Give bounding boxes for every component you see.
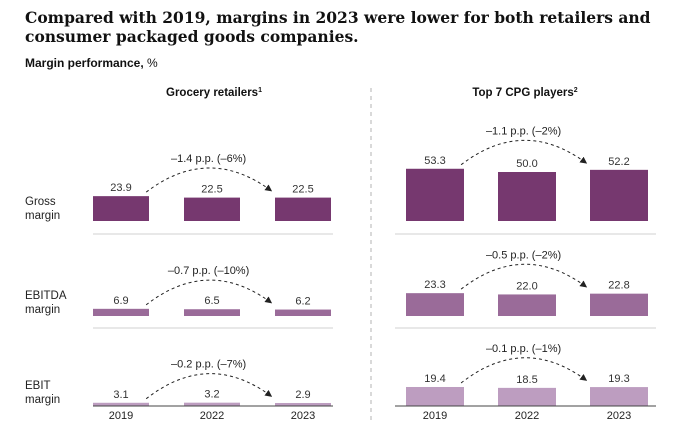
value-label-1-1-2: 22.8 (608, 280, 629, 292)
value-label-0-2-0: 3.1 (113, 389, 128, 401)
row-label-0-0: Gross (25, 196, 56, 208)
bar-1-1-1 (498, 294, 556, 316)
bar-0-2-1 (184, 402, 240, 406)
subtitle-unit: % (147, 56, 158, 70)
subtitle-text: Margin performance, (25, 56, 144, 70)
x-tick-label-0-0: 2019 (109, 410, 133, 422)
row-label-2-1: margin (25, 394, 60, 406)
bar-1-1-2 (590, 293, 648, 316)
bar-0-0-2 (275, 197, 331, 221)
bar-1-2-2 (590, 387, 648, 406)
value-label-1-1-1: 22.0 (516, 280, 537, 292)
value-label-0-0-2: 22.5 (292, 184, 313, 196)
change-label-0-2: –0.2 p.p. (–7%) (171, 359, 246, 371)
change-arrow-0-2 (145, 373, 273, 400)
change-arrow-1-1 (460, 263, 588, 290)
value-label-1-0-1: 50.0 (516, 158, 537, 170)
x-tick-label-1-2: 2023 (607, 410, 631, 422)
bar-1-0-2 (590, 169, 648, 221)
value-label-1-1-0: 23.3 (424, 279, 445, 291)
bar-0-2-0 (93, 402, 149, 406)
x-tick-label-0-2: 2023 (291, 410, 315, 422)
change-label-0-1: –0.7 p.p. (–10%) (168, 265, 249, 277)
x-tick-label-1-1: 2022 (515, 410, 539, 422)
value-label-0-1-1: 6.5 (204, 295, 219, 307)
change-label-1-0: –1.1 p.p. (–2%) (486, 125, 561, 137)
panel-title-1: Top 7 CPG players2 (472, 87, 577, 99)
panel-title-0: Grocery retailers1 (166, 87, 262, 99)
change-label-1-2: –0.1 p.p. (–1%) (486, 343, 561, 355)
value-label-1-0-2: 52.2 (608, 156, 629, 168)
row-label-1-1: margin (25, 304, 60, 316)
value-label-1-2-1: 18.5 (516, 374, 537, 386)
bar-0-0-0 (93, 196, 149, 221)
bar-0-1-2 (275, 309, 331, 316)
bar-1-0-1 (498, 172, 556, 221)
value-label-0-2-2: 2.9 (295, 389, 310, 401)
change-arrow-1-0 (460, 139, 588, 166)
bar-0-0-1 (184, 197, 240, 221)
change-arrow-0-1 (145, 279, 273, 306)
row-label-0-1: margin (25, 210, 60, 222)
chart-subtitle: Margin performance, % (25, 56, 158, 70)
bar-1-0-0 (406, 168, 464, 221)
bar-1-2-0 (406, 386, 464, 406)
value-label-1-0-0: 53.3 (424, 155, 445, 167)
bar-0-1-1 (184, 309, 240, 316)
x-tick-label-1-0: 2019 (423, 410, 447, 422)
value-label-1-2-0: 19.4 (424, 373, 445, 385)
change-arrow-0-0 (145, 167, 273, 193)
row-label-1-0: EBITDA (25, 290, 67, 302)
value-label-0-1-2: 6.2 (295, 296, 310, 308)
value-label-1-2-2: 19.3 (608, 373, 629, 385)
value-label-0-0-0: 23.9 (110, 182, 131, 194)
change-arrow-1-2 (460, 357, 588, 384)
chart-title: Compared with 2019, margins in 2023 were… (25, 8, 651, 46)
change-label-0-0: –1.4 p.p. (–6%) (171, 153, 246, 165)
bar-1-1-0 (406, 293, 464, 316)
x-tick-label-0-1: 2022 (200, 410, 224, 422)
bar-0-2-2 (275, 402, 331, 406)
bar-0-1-0 (93, 308, 149, 316)
change-label-1-1: –0.5 p.p. (–2%) (486, 249, 561, 261)
value-label-0-1-0: 6.9 (113, 295, 128, 307)
value-label-0-0-1: 22.5 (201, 184, 222, 196)
row-label-2-0: EBIT (25, 380, 51, 392)
bar-1-2-1 (498, 387, 556, 406)
value-label-0-2-1: 3.2 (204, 389, 219, 401)
